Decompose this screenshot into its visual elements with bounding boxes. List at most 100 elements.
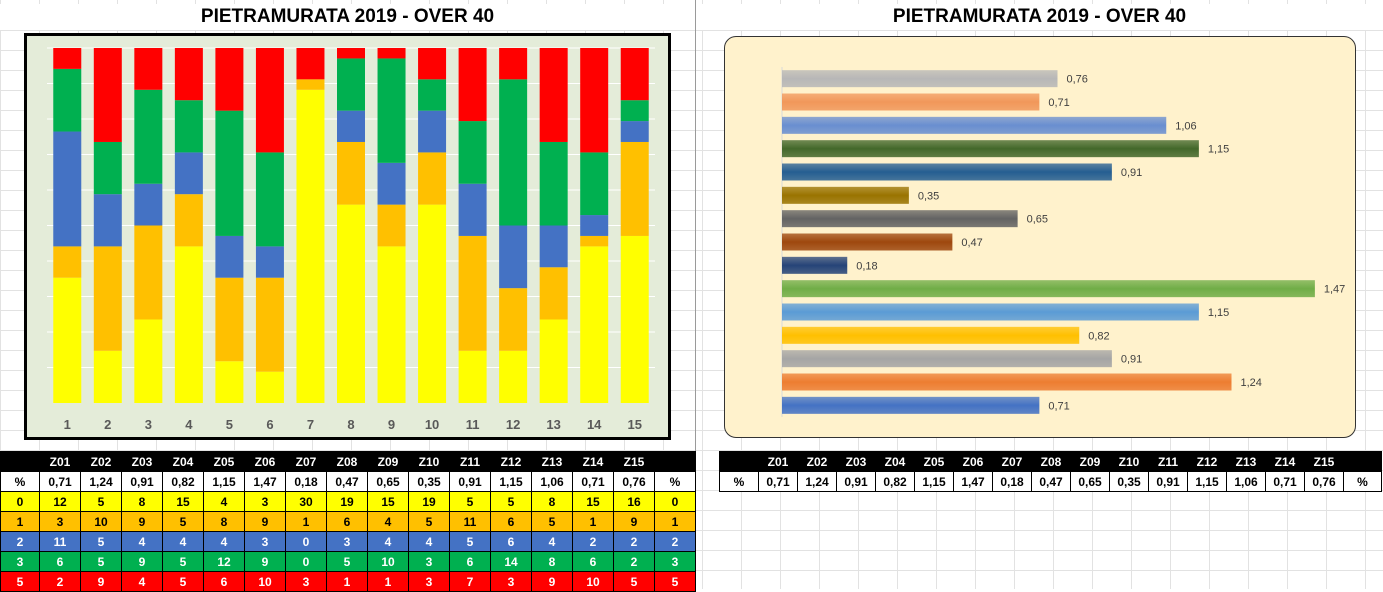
hbar — [782, 163, 1112, 181]
count-cell: 12 — [203, 551, 245, 572]
bar-segment — [418, 110, 447, 153]
zone-code-cell: Z13 — [1226, 451, 1266, 472]
bar-segment — [174, 152, 203, 195]
count-cell: 5 — [449, 531, 491, 552]
zone-code-cell: Z05 — [203, 451, 245, 472]
percentage-cell: 0,91 — [836, 471, 876, 492]
zone-code-cell: Z15 — [1304, 451, 1344, 472]
bar-segment — [620, 100, 649, 122]
count-cell: 7 — [449, 571, 491, 592]
x-tick-label: 8 — [347, 417, 354, 432]
row-end-label-cell: 1 — [654, 511, 696, 532]
zone-code-cell: Z02 — [797, 451, 837, 472]
right-chart-title: PIETRAMURATA 2019 - OVER 40 — [696, 4, 1383, 30]
bar-segment — [255, 277, 284, 372]
bar-segment — [458, 48, 487, 122]
percentage-cell: 1,24 — [80, 471, 122, 492]
count-cell: 4 — [121, 571, 163, 592]
count-cell: 11 — [449, 511, 491, 532]
x-tick-label: 4 — [185, 417, 193, 432]
bar-segment — [255, 48, 284, 153]
bar-segment — [377, 204, 406, 247]
x-tick-label: 11 — [466, 417, 480, 432]
zone-code-cell: Z06 — [953, 451, 993, 472]
count-cell: 9 — [244, 511, 286, 532]
percentage-cell: 0,71 — [39, 471, 81, 492]
hbar — [782, 303, 1199, 321]
hbar — [782, 256, 848, 274]
count-row: 5 2 9 4 5 6 10 3 1 1 3 7 3 9 10 5 5 — [0, 571, 696, 592]
zone-code-cell: Z09 — [367, 451, 409, 472]
count-cell: 8 — [203, 511, 245, 532]
bar-segment — [418, 48, 447, 80]
percentage-cell: 1,06 — [1226, 471, 1266, 492]
x-tick-label: 2 — [104, 417, 111, 432]
bar-segment — [215, 110, 244, 236]
count-cell: 5 — [326, 551, 368, 572]
count-cell: 4 — [121, 531, 163, 552]
x-tick-label: 14 — [587, 417, 602, 432]
hbar — [782, 186, 909, 204]
bar-segment — [296, 79, 325, 90]
bar-segment — [499, 350, 528, 403]
x-tick-label: 1 — [64, 417, 71, 432]
zone-code-cell: Z08 — [1031, 451, 1071, 472]
zone-code-cell: Z14 — [1265, 451, 1305, 472]
count-cell: 9 — [531, 571, 573, 592]
percentage-cell: 0,91 — [449, 471, 491, 492]
count-cell: 4 — [531, 531, 573, 552]
bar-segment — [53, 246, 82, 278]
bar-segment — [539, 267, 568, 320]
count-cell: 9 — [613, 511, 655, 532]
header-corner-cell — [719, 451, 759, 472]
zone-code-cell: Z12 — [490, 451, 532, 472]
count-cell: 3 — [244, 531, 286, 552]
bar-segment — [458, 350, 487, 403]
zone-code-cell: Z11 — [449, 451, 491, 472]
count-cell: 5 — [80, 491, 122, 512]
bar-segment — [458, 183, 487, 236]
horizontal-bar-chart-svg: 0,71 1,24 0,91 0,82 1,15 1,47 0,18 0,47 0,65 0,35… — [781, 67, 1345, 417]
count-cell: 16 — [613, 491, 655, 512]
percentage-cell: 0,65 — [1070, 471, 1110, 492]
bar-segment — [377, 162, 406, 205]
count-cell: 5 — [80, 531, 122, 552]
zone-code-cell: Z14 — [572, 451, 614, 472]
left-chart-title: PIETRAMURATA 2019 - OVER 40 — [0, 4, 695, 30]
percentage-cell: 0,47 — [1031, 471, 1071, 492]
percentage-cell: 0,65 — [367, 471, 409, 492]
horizontal-bar-chart[interactable]: 0,71 1,24 0,91 0,82 1,15 1,47 0,18 0,47 0,65 0,35… — [724, 36, 1356, 438]
count-cell: 8 — [121, 491, 163, 512]
row-label-cell: % — [719, 471, 759, 492]
data-label: 1,15 — [1208, 307, 1229, 319]
percentage-cell: 0,35 — [1109, 471, 1149, 492]
x-tick-label: 10 — [425, 417, 439, 432]
bar-segment — [418, 152, 447, 205]
count-cell: 6 — [490, 511, 532, 532]
bar-segment — [296, 48, 325, 80]
percentage-cell: 0,71 — [572, 471, 614, 492]
count-cell: 14 — [490, 551, 532, 572]
percentage-cell: 0,35 — [408, 471, 450, 492]
bar-segment — [215, 277, 244, 362]
bar-segment — [377, 246, 406, 403]
count-cell: 6 — [203, 571, 245, 592]
table-header-row: Z01 Z02 Z03 Z04 Z05 Z06 Z07 Z08 Z09 Z10 Z11 Z12 Z13 Z… — [719, 451, 1382, 472]
hbar — [782, 373, 1232, 391]
count-row: 1 3 10 9 5 8 9 1 6 4 5 11 6 5 1 9 1 — [0, 511, 696, 532]
x-tick-label: 5 — [226, 417, 233, 432]
count-cell: 5 — [449, 491, 491, 512]
percentage-cell: 1,15 — [1187, 471, 1227, 492]
hbar — [782, 70, 1058, 88]
count-row: 0 12 5 8 15 4 3 30 19 15 19 5 5 8 15 16 0 — [0, 491, 696, 512]
x-tick-label: 6 — [266, 417, 273, 432]
bar-segment — [134, 319, 163, 403]
count-cell: 4 — [203, 491, 245, 512]
stacked-bar-chart[interactable]: 1 2 3 4 5 6 7 8 9 10 11 12 13 14 15 — [24, 33, 671, 440]
zone-code-cell: Z08 — [326, 451, 368, 472]
row-end-label-cell: % — [1343, 471, 1382, 492]
count-cell: 5 — [531, 511, 573, 532]
row-label-cell: 2 — [0, 531, 40, 552]
bar-segment — [93, 48, 122, 142]
data-label: 1,24 — [1241, 377, 1262, 389]
